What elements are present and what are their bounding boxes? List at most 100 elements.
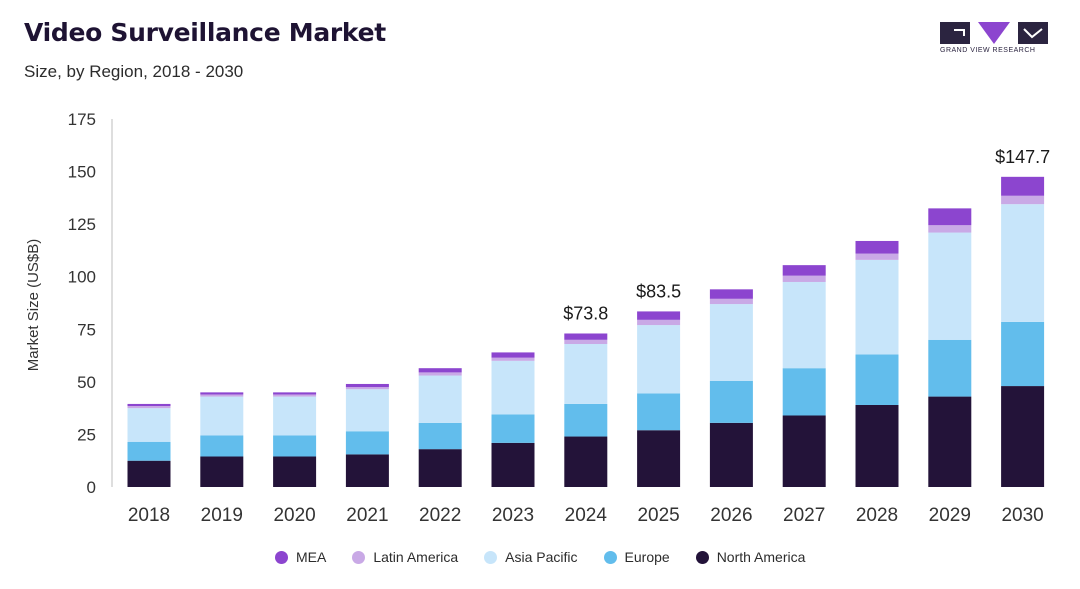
legend-item: Latin America	[352, 549, 458, 565]
bar-segment	[127, 460, 171, 487]
logo-text: GRAND VIEW RESEARCH	[940, 47, 1036, 54]
chart-title: Video Surveillance Market	[24, 18, 386, 47]
legend-label: MEA	[296, 549, 327, 565]
bar-segment	[564, 436, 608, 487]
bar-segment	[855, 404, 899, 487]
y-axis-label: Market Size (US$B)	[25, 239, 42, 372]
bar-segment	[855, 240, 899, 254]
bar-segment	[200, 394, 244, 397]
bar-segment	[637, 430, 681, 487]
bar-segment	[1001, 321, 1045, 387]
bar-segment	[928, 208, 972, 226]
legend-item: Asia Pacific	[484, 549, 578, 565]
bar-segment	[709, 422, 753, 487]
bar-segment	[491, 352, 535, 358]
bar-segment	[1001, 195, 1045, 205]
bar-segment	[273, 435, 317, 457]
x-tick-label: 2030	[1001, 505, 1043, 526]
bar-segment	[782, 281, 826, 369]
bar-segment	[127, 403, 171, 407]
y-tick-label: 150	[68, 163, 96, 182]
bar-segment	[782, 368, 826, 416]
bar-segment	[564, 339, 608, 345]
bar-segment	[782, 265, 826, 276]
x-tick-label: 2022	[419, 505, 461, 526]
legend-label: Latin America	[373, 549, 459, 565]
bar-segment	[418, 449, 462, 487]
bar-segment	[637, 319, 681, 326]
bar-segment	[491, 360, 535, 415]
bar-total-label: $147.7	[995, 147, 1050, 167]
bar-segment	[855, 259, 899, 355]
bar-segment	[345, 454, 389, 487]
bar-segment	[1001, 176, 1045, 196]
bar-segment	[855, 354, 899, 405]
legend-swatch	[352, 550, 366, 564]
x-tick-label: 2020	[273, 505, 315, 526]
chart-subtitle: Size, by Region, 2018 - 2030	[24, 62, 244, 81]
bar-segment	[345, 389, 389, 432]
y-tick-label: 75	[77, 320, 96, 339]
y-tick-label: 0	[87, 478, 96, 497]
bar-segment	[564, 403, 608, 437]
bar-segment	[564, 333, 608, 340]
bar-segment	[928, 396, 972, 487]
bar-segment	[491, 442, 535, 487]
bar-segment	[127, 441, 171, 461]
bar-segment	[637, 393, 681, 431]
y-tick-label: 175	[68, 110, 96, 129]
legend-swatch	[275, 550, 288, 564]
y-tick-label: 125	[68, 215, 96, 234]
bar-segment	[418, 372, 462, 376]
bar-segment	[273, 396, 317, 436]
bar-segment	[273, 394, 317, 397]
legend-item: Europe	[603, 549, 670, 565]
legend-swatch	[484, 550, 498, 564]
bar-segment	[200, 396, 244, 436]
bar-segment	[709, 380, 753, 423]
x-tick-label: 2021	[346, 505, 388, 526]
legend-item: North America	[695, 549, 805, 565]
bar-segment	[345, 383, 389, 388]
bar-segment	[491, 357, 535, 361]
bar-segment	[637, 311, 681, 320]
bar-segment	[418, 368, 462, 373]
x-tick-label: 2018	[128, 505, 170, 526]
bar-segment	[127, 406, 171, 409]
bar-segment	[273, 456, 317, 487]
legend-swatch	[695, 550, 709, 564]
bar-segment	[855, 253, 899, 260]
y-tick-label: 100	[68, 268, 96, 287]
bar-segment	[491, 414, 535, 443]
bar-segment	[928, 225, 972, 233]
bar-segment	[418, 422, 462, 450]
legend-swatch	[603, 550, 617, 564]
legend-label: Europe	[624, 549, 670, 565]
x-tick-label: 2027	[783, 505, 825, 526]
bar-segment	[1001, 386, 1045, 487]
legend-item: MEA	[275, 549, 326, 565]
bar-segment	[782, 275, 826, 282]
bar-segment	[345, 387, 389, 390]
chart-legend: MEA Latin America Asia Pacific Europe North …	[275, 546, 805, 568]
x-tick-label: 2029	[929, 505, 971, 526]
legend-label: Asia Pacific	[505, 549, 578, 565]
bar-total-label: $83.5	[636, 281, 681, 301]
bar-segment	[1001, 204, 1045, 322]
x-tick-label: 2025	[637, 505, 679, 526]
grand-view-research-logo	[940, 22, 1048, 44]
bar-segment	[637, 325, 681, 394]
bar-segment	[200, 435, 244, 457]
bar-segment	[273, 392, 317, 395]
bar-segment	[345, 431, 389, 455]
stacked-bar-chart: 0 25 50 75 100 125 150 175 Market Size (US$B) 201…	[25, 110, 1050, 526]
bar-segment	[782, 415, 826, 487]
x-tick-label: 2026	[710, 505, 752, 526]
bar-segment	[200, 456, 244, 487]
y-tick-label: 25	[77, 425, 96, 444]
x-tick-label: 2019	[201, 505, 243, 526]
bar-total-label: $73.8	[563, 303, 608, 323]
x-tick-label: 2028	[856, 505, 898, 526]
bar-segment	[928, 232, 972, 340]
x-tick-label: 2024	[565, 505, 608, 526]
